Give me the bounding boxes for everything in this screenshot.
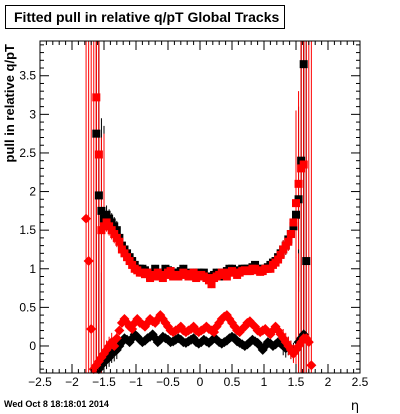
square-marker bbox=[302, 257, 311, 266]
diamond-marker bbox=[250, 321, 261, 332]
square-marker bbox=[294, 179, 303, 188]
y-tick-label: 3 bbox=[29, 107, 36, 121]
square-marker bbox=[289, 218, 298, 227]
y-tick-label: 2 bbox=[29, 185, 36, 199]
square-marker bbox=[92, 129, 101, 138]
y-tick-label: 3.5 bbox=[19, 69, 36, 83]
square-marker bbox=[189, 268, 198, 277]
square-marker bbox=[292, 210, 300, 219]
x-tick-label: −2.5 bbox=[28, 375, 52, 389]
diamond-marker bbox=[81, 213, 92, 224]
diamond-marker bbox=[306, 360, 317, 371]
y-axis: 0 0.5 1 1.5 2 2.5 3 3.5 bbox=[19, 44, 360, 370]
square-marker bbox=[274, 255, 283, 264]
diamond-marker bbox=[114, 325, 125, 336]
data-markers bbox=[81, 60, 317, 375]
y-tick-label: 1.5 bbox=[19, 223, 36, 237]
square-marker bbox=[299, 60, 308, 69]
diamond-marker bbox=[303, 337, 314, 348]
y-tick-label: 0.5 bbox=[19, 300, 36, 314]
diamond-marker bbox=[83, 256, 94, 267]
square-marker bbox=[276, 250, 285, 259]
diamond-marker bbox=[111, 333, 122, 344]
x-tick-label: 0 bbox=[197, 375, 204, 389]
diamond-marker bbox=[109, 340, 120, 351]
x-tick-label: 0.5 bbox=[224, 375, 241, 389]
square-marker bbox=[94, 150, 103, 159]
chart-title: Fitted pull in relative q/pT Global Trac… bbox=[14, 9, 280, 25]
square-marker bbox=[284, 237, 293, 246]
square-marker bbox=[97, 206, 106, 215]
y-tick-label: 2.5 bbox=[19, 146, 36, 160]
x-tick-label: −1 bbox=[129, 375, 143, 389]
x-tick-label: 1 bbox=[261, 375, 268, 389]
y-axis-label: pull in relative q/pT bbox=[2, 44, 17, 163]
square-marker bbox=[286, 230, 295, 239]
square-marker bbox=[292, 199, 300, 208]
y-tick-label: 1 bbox=[29, 262, 36, 276]
x-axis: −2.5 −2 −1.5 −1 −0.5 0 0.5 1 1.5 2 2.5 bbox=[28, 41, 369, 389]
x-tick-label: 1.5 bbox=[288, 375, 305, 389]
x-tick-label: −1.5 bbox=[92, 375, 116, 389]
diamond-marker bbox=[86, 323, 97, 334]
y-tick-label: 0 bbox=[29, 339, 36, 353]
square-marker bbox=[299, 160, 308, 169]
timestamp-footer: Wed Oct 8 18:18:01 2014 bbox=[4, 399, 109, 409]
square-marker bbox=[143, 268, 152, 277]
square-marker bbox=[166, 267, 175, 276]
square-marker bbox=[115, 237, 124, 246]
x-tick-label: 2.5 bbox=[352, 375, 369, 389]
chart-title-box: Fitted pull in relative q/pT Global Trac… bbox=[5, 5, 285, 29]
square-marker bbox=[94, 191, 103, 200]
x-tick-label: −2 bbox=[65, 375, 79, 389]
square-marker bbox=[207, 280, 216, 289]
square-marker bbox=[92, 93, 101, 102]
x-axis-label: η bbox=[351, 399, 359, 414]
x-tick-label: −0.5 bbox=[156, 375, 180, 389]
x-tick-label: 2 bbox=[325, 375, 332, 389]
